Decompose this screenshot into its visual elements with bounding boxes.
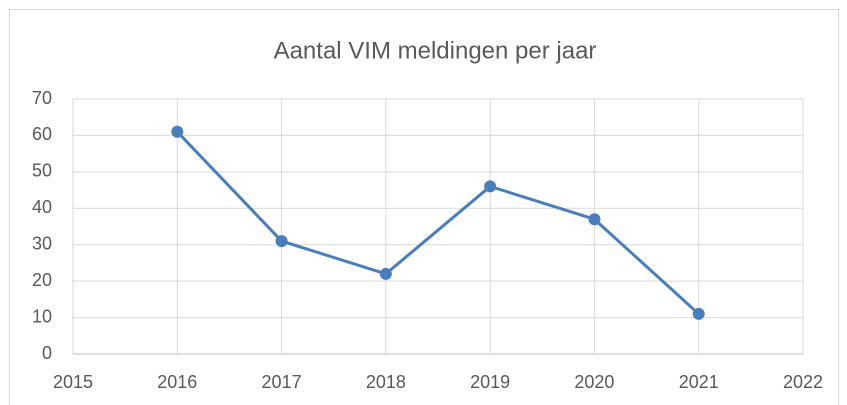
x-tick-label: 2016 xyxy=(157,372,197,392)
data-point xyxy=(171,125,184,138)
chart-title: Aantal VIM meldingen per jaar xyxy=(274,37,597,64)
y-tick-label: 60 xyxy=(32,124,52,144)
y-tick-label: 10 xyxy=(32,306,52,326)
x-tick-label: 2019 xyxy=(470,372,510,392)
data-point xyxy=(379,267,392,280)
x-tick-label: 2022 xyxy=(783,372,823,392)
chart-frame xyxy=(9,9,839,405)
data-point xyxy=(275,235,288,248)
x-tick-label: 2017 xyxy=(262,372,302,392)
y-tick-label: 0 xyxy=(42,343,52,363)
x-tick-label: 2021 xyxy=(679,372,719,392)
y-tick-label: 30 xyxy=(32,233,52,253)
y-tick-label: 40 xyxy=(32,197,52,217)
x-tick-label: 2018 xyxy=(366,372,406,392)
data-point xyxy=(692,307,705,320)
y-tick-label: 20 xyxy=(32,270,52,290)
y-tick-label: 50 xyxy=(32,161,52,181)
x-tick-label: 2020 xyxy=(574,372,614,392)
y-tick-label: 70 xyxy=(32,88,52,108)
series-line xyxy=(176,130,700,316)
data-point xyxy=(588,213,601,226)
data-point xyxy=(484,180,497,193)
x-tick-label: 2015 xyxy=(53,372,93,392)
